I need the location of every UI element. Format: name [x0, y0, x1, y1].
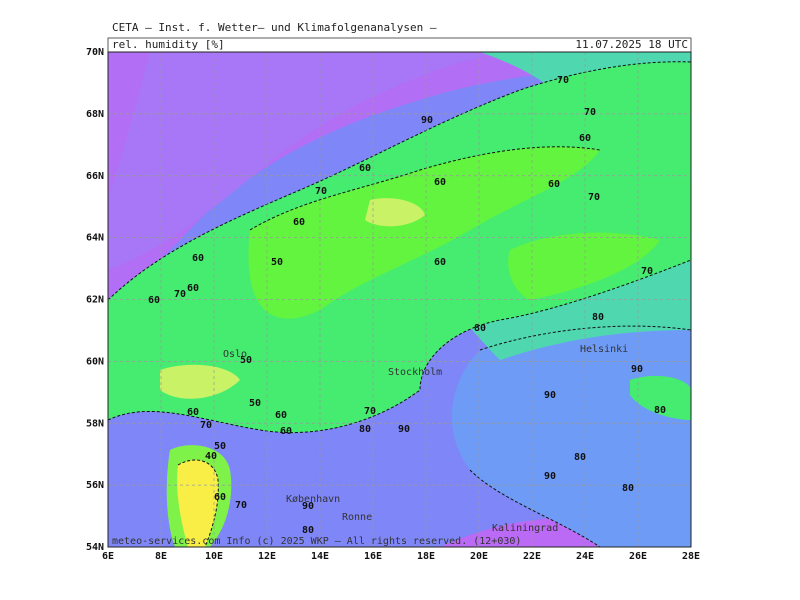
contour-label: 50 [240, 355, 252, 366]
lon-label: 14E [311, 551, 329, 562]
contour-label: 90 [544, 390, 556, 401]
lon-label: 22E [523, 551, 541, 562]
contour-label: 70 [557, 75, 569, 86]
humidity-field [108, 52, 691, 547]
parameter: rel. humidity [%] [112, 38, 225, 51]
contour-label: 70 [584, 107, 596, 118]
lat-label: 58N [86, 418, 104, 429]
contour-label: 80 [654, 405, 666, 416]
contour-label: 90 [544, 471, 556, 482]
contour-label: 70 [315, 186, 327, 197]
contour-label: 70 [641, 266, 653, 277]
contour-label: 60 [434, 257, 446, 268]
valid-time: 11.07.2025 18 UTC [575, 38, 688, 51]
lat-label: 54N [86, 542, 104, 553]
contour-label: 50 [271, 257, 283, 268]
contour-label: 80 [622, 483, 634, 494]
contour-label: 60 [148, 295, 160, 306]
contour-label: 80 [302, 525, 314, 536]
graticule [108, 52, 691, 547]
contour-label: 70 [364, 406, 376, 417]
contour-label: 60 [359, 163, 371, 174]
contour-label: 70 [235, 500, 247, 511]
contour-label: 70 [588, 192, 600, 203]
contour-label: 90 [631, 364, 643, 375]
contour-label: 90 [421, 115, 433, 126]
contour-label: 80 [474, 323, 486, 334]
lat-label: 68N [86, 109, 104, 120]
lon-label: 12E [258, 551, 276, 562]
place-name: Helsinki [580, 344, 628, 355]
lat-label: 64N [86, 233, 104, 244]
contour-label: 60 [187, 407, 199, 418]
lon-label: 18E [417, 551, 435, 562]
footer: meteo-services.com Info (c) 2025 WKP – A… [112, 536, 521, 547]
place-name: Stockholm [388, 367, 442, 378]
contour-label: 60 [579, 133, 591, 144]
contour-label: 50 [214, 441, 226, 452]
contour-label: 50 [249, 398, 261, 409]
lat-label: 66N [86, 171, 104, 182]
contour-label: 80 [359, 424, 371, 435]
map-frame [107, 51, 692, 548]
contour-label: 70 [200, 420, 212, 431]
contour-label: 60 [214, 492, 226, 503]
contour-label: 90 [398, 424, 410, 435]
lat-label: 62N [86, 295, 104, 306]
lon-label: 24E [576, 551, 594, 562]
lon-label: 6E [102, 551, 114, 562]
labels: 54N 56N 58N 60N 62N 64N 66N 68N 70N 6E 8E 10E 12E 14E… [86, 47, 700, 562]
contour-label: 80 [574, 452, 586, 463]
header-title: CETA — Inst. f. Wetter— und Klimafolgena… [112, 21, 437, 34]
lat-label: 70N [86, 47, 104, 58]
contour-label: 60 [192, 253, 204, 264]
contour-label: 40 [205, 451, 217, 462]
contour-label: 80 [592, 312, 604, 323]
contour-label: 60 [187, 283, 199, 294]
contour-label: 70 [174, 289, 186, 300]
contour-label: 60 [280, 426, 292, 437]
contour-label: 60 [548, 179, 560, 190]
lat-label: 60N [86, 356, 104, 367]
contour-label: 90 [302, 501, 314, 512]
place-name: København [286, 494, 340, 505]
place-name: Kaliningrad [492, 523, 558, 534]
lat-label: 56N [86, 480, 104, 491]
place-name: Ronne [342, 512, 372, 523]
lon-label: 26E [629, 551, 647, 562]
lon-label: 20E [470, 551, 488, 562]
lon-label: 16E [364, 551, 382, 562]
lon-label: 10E [205, 551, 223, 562]
contour-label: 60 [293, 217, 305, 228]
lon-label: 28E [682, 551, 700, 562]
contour-label: 60 [275, 410, 287, 421]
lon-label: 8E [155, 551, 167, 562]
contour-label: 60 [434, 177, 446, 188]
place-name: Oslo [223, 349, 247, 360]
